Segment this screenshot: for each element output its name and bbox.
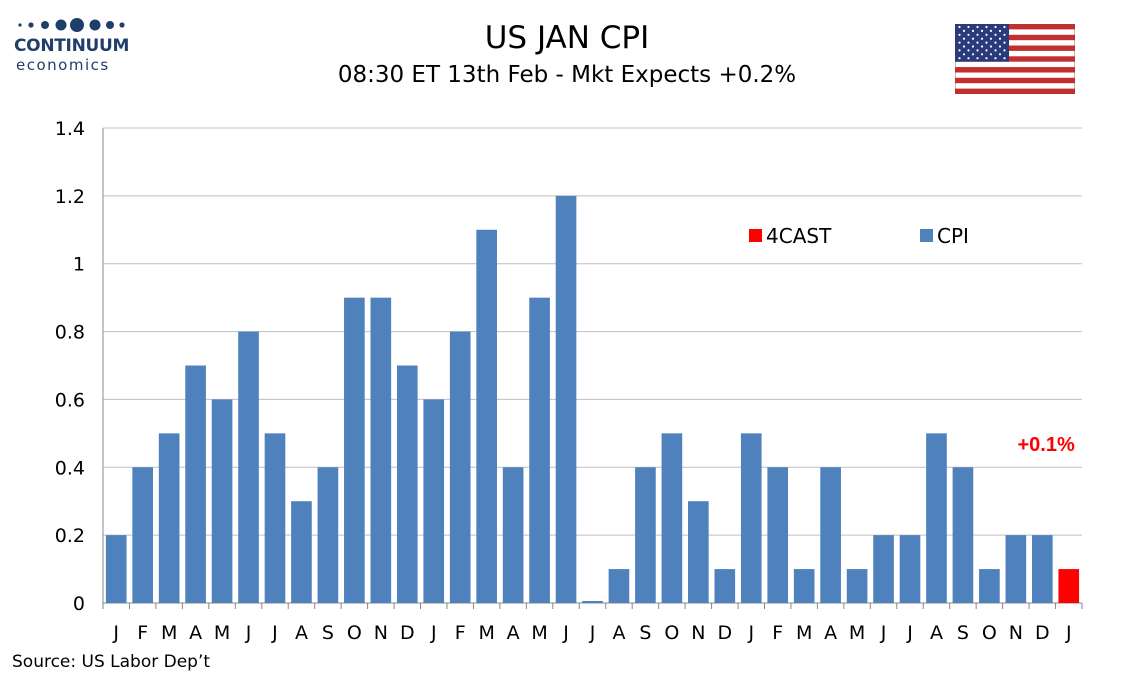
x-tick-label: O	[347, 622, 362, 644]
x-tick-label: M	[796, 622, 812, 644]
y-tick-label: 1.4	[55, 118, 85, 140]
cpi-bar	[105, 535, 127, 603]
cpi-bar	[714, 569, 736, 603]
x-tick-label: N	[691, 622, 705, 644]
cpi-bar	[661, 433, 683, 603]
x-tick-label: J	[112, 622, 119, 644]
x-tick-label: J	[880, 622, 887, 644]
cpi-bar	[635, 467, 656, 603]
cpi-bar	[820, 467, 841, 603]
cpi-bar	[608, 569, 630, 603]
cpi-bar	[1031, 535, 1053, 603]
x-tick-label: S	[322, 622, 334, 644]
x-tick-label: N	[1009, 622, 1023, 644]
cpi-bar	[211, 399, 233, 603]
cpi-bar	[740, 433, 762, 603]
chart-subtitle: 08:30 ET 13th Feb - Mkt Expects +0.2%	[337, 62, 797, 88]
cpi-bar	[873, 535, 894, 603]
x-tick-label: J	[562, 622, 569, 644]
cpi-bar	[370, 297, 392, 603]
cpi-bar	[185, 365, 206, 603]
cpi-bar	[952, 467, 974, 603]
cpi-bar	[979, 569, 1000, 603]
cpi-bar	[264, 433, 286, 603]
x-tick-label: F	[137, 622, 148, 644]
x-tick-label: J	[589, 622, 596, 644]
y-tick-label: 1	[73, 254, 85, 276]
cpi-bar	[132, 467, 154, 603]
cpi-bar	[582, 601, 603, 603]
x-tick-label: D	[400, 622, 415, 644]
x-tick-label: M	[478, 622, 494, 644]
cpi-bar	[449, 331, 471, 603]
cpi-bar	[238, 331, 259, 603]
x-tick-label: M	[214, 622, 230, 644]
y-tick-label: 0.8	[55, 322, 85, 344]
cpi-bar	[502, 467, 524, 603]
chart-title: US JAN CPI	[484, 20, 650, 56]
cpi-bar	[767, 467, 789, 603]
logo-name: CONTINUUM	[14, 36, 130, 56]
cpi-bar	[158, 433, 180, 603]
logo-dots	[18, 18, 125, 32]
x-tick-label: A	[930, 622, 943, 644]
x-tick-label: D	[1035, 622, 1050, 644]
legend-label: 4CAST	[766, 224, 832, 248]
x-tick-label: A	[824, 622, 837, 644]
company-logo: CONTINUUM economics	[14, 14, 134, 76]
x-tick-label: J	[747, 622, 754, 644]
x-tick-label: A	[612, 622, 625, 644]
x-tick-label: M	[531, 622, 547, 644]
cpi-bar	[317, 467, 339, 603]
us-flag-icon	[955, 24, 1075, 94]
cpi-bar	[291, 501, 312, 603]
x-tick-label: J	[271, 622, 278, 644]
y-tick-label: 0.2	[55, 525, 85, 547]
x-tick-label: J	[906, 622, 913, 644]
legend-swatch	[920, 229, 933, 242]
x-tick-label: M	[161, 622, 177, 644]
forecast-annotation: +0.1%	[1018, 434, 1075, 456]
cpi-bar	[423, 399, 445, 603]
x-tick-label: M	[849, 622, 865, 644]
legend-swatch	[749, 229, 762, 242]
cpi-bar	[926, 433, 947, 603]
y-tick-label: 0.6	[55, 389, 85, 411]
cpi-bar	[846, 569, 868, 603]
source-note: Source: US Labor Dep’t	[12, 652, 211, 672]
x-tick-label: J	[430, 622, 437, 644]
legend-label: CPI	[937, 224, 969, 248]
x-tick-label: O	[664, 622, 679, 644]
cpi-bar	[396, 365, 418, 603]
x-tick-label: A	[189, 622, 202, 644]
logo-subtitle: economics	[16, 56, 110, 74]
x-tick-label: S	[639, 622, 651, 644]
x-tick-label: F	[772, 622, 783, 644]
cpi-bar	[1005, 535, 1027, 603]
x-tick-label: A	[295, 622, 308, 644]
x-tick-label: J	[245, 622, 252, 644]
cpi-bar	[529, 297, 550, 603]
cpi-bar	[476, 229, 497, 604]
x-tick-label: J	[1065, 622, 1072, 644]
x-tick-label: S	[957, 622, 969, 644]
cpi-bar	[344, 297, 365, 603]
forecast-bar	[1058, 569, 1080, 603]
y-tick-label: 0.4	[55, 457, 85, 479]
cpi-bar	[899, 535, 921, 603]
y-tick-label: 1.2	[55, 186, 85, 208]
cpi-bar	[688, 501, 709, 603]
y-tick-label: 0	[73, 593, 85, 615]
cpi-bar	[793, 569, 815, 603]
x-tick-label: F	[455, 622, 466, 644]
cpi-bar	[555, 195, 577, 603]
x-tick-label: D	[717, 622, 732, 644]
x-tick-label: A	[507, 622, 520, 644]
x-tick-label: O	[982, 622, 997, 644]
x-tick-label: N	[374, 622, 388, 644]
